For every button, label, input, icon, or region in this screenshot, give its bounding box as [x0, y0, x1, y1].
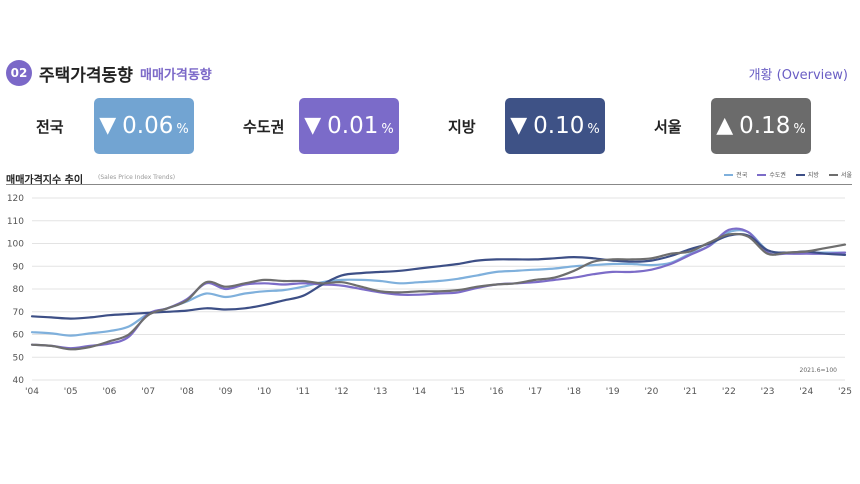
x-tick-label: '21: [683, 387, 697, 397]
stat-label-national: 전국: [36, 118, 64, 136]
legend-item-provinces: 지방: [795, 170, 819, 179]
y-axis-ticks: 40 50 60 70 80 90 100 110 120: [7, 194, 24, 386]
stat-unit: %: [381, 121, 394, 137]
stat-unit: %: [793, 121, 806, 137]
x-tick-label: '20: [644, 387, 658, 397]
overview-link[interactable]: 개황 (Overview): [748, 68, 848, 83]
series-line-서울: [30, 232, 847, 351]
series-line-전국: [30, 229, 847, 337]
x-tick-label: '24: [799, 387, 813, 397]
legend-item-seoul: 서울: [828, 170, 852, 179]
chart-title-divider: [6, 184, 852, 185]
x-tick-label: '06: [102, 387, 116, 397]
section-header: 02 주택가격동향 매매가격동향 개황 (Overview): [6, 58, 852, 88]
x-tick-label: '13: [373, 387, 387, 397]
price-index-line-chart: 40 50 60 70 80 90 100 110 120 '04 '05 '06 '07 '08 '09…: [7, 194, 852, 397]
y-tick-label: 60: [13, 331, 25, 341]
y-tick-label: 80: [13, 285, 25, 295]
series-line-수도권: [30, 227, 847, 350]
stat-box-provinces: ▼ 0.10 %: [505, 98, 605, 154]
x-tick-label: '04: [25, 387, 39, 397]
x-tick-label: '07: [141, 387, 155, 397]
legend-item-capital-area: 수도권: [757, 170, 786, 179]
y-tick-label: 90: [13, 262, 25, 272]
x-tick-label: '18: [567, 387, 581, 397]
stat-box-capital-area: ▼ 0.01 %: [299, 98, 399, 154]
y-tick-label: 40: [13, 376, 25, 386]
x-tick-label: '17: [528, 387, 542, 397]
legend-label: 전국: [736, 172, 748, 179]
stat-unit: %: [587, 121, 600, 137]
down-arrow-icon: ▼: [304, 113, 322, 138]
stat-label-provinces: 지방: [448, 118, 476, 136]
legend-swatch: [828, 173, 838, 176]
series-line-지방: [30, 233, 847, 320]
x-tick-label: '22: [722, 387, 736, 397]
y-tick-label: 120: [7, 194, 24, 204]
legend-swatch: [724, 173, 734, 176]
y-tick-label: 50: [13, 353, 25, 363]
y-tick-label: 70: [13, 308, 25, 318]
page-title: 주택가격동향: [39, 66, 133, 86]
base-period-note: 2021.6=100: [800, 367, 838, 374]
stat-box-seoul: ▲ 0.18 %: [711, 98, 811, 154]
series-lines: [30, 227, 847, 351]
x-tick-label: '19: [606, 387, 620, 397]
chart-legend: 전국 수도권 지방 서울: [724, 170, 852, 179]
x-tick-label: '08: [180, 387, 194, 397]
section-number-badge: 02: [6, 60, 32, 86]
x-tick-label: '23: [761, 387, 775, 397]
x-tick-label: '16: [490, 387, 504, 397]
stat-value: 0.10: [533, 113, 585, 139]
x-axis-ticks: '04 '05 '06 '07 '08 '09 '10 '11 '12 '13 '14 '15 '16 '…: [25, 387, 852, 397]
legend-item-national: 전국: [724, 170, 747, 179]
section-subtitle: 매매가격동향: [140, 68, 212, 83]
x-tick-label: '05: [64, 387, 78, 397]
grid-lines: [32, 197, 845, 381]
stat-unit: %: [176, 121, 189, 137]
legend-swatch: [757, 173, 767, 176]
stat-label-seoul: 서울: [654, 118, 682, 136]
up-arrow-icon: ▲: [716, 113, 734, 138]
down-arrow-icon: ▼: [510, 113, 528, 138]
x-tick-label: '09: [219, 387, 233, 397]
y-tick-label: 110: [7, 217, 24, 227]
stat-label-capital-area: 수도권: [243, 118, 285, 136]
chart-title: 매매가격지수 추이: [6, 175, 84, 186]
x-tick-label: '12: [335, 387, 349, 397]
stat-value: 0.18: [739, 113, 791, 139]
stat-value: 0.01: [327, 113, 379, 139]
legend-label: 수도권: [769, 172, 786, 179]
x-tick-label: '10: [257, 387, 271, 397]
x-tick-label: '25: [838, 387, 852, 397]
y-tick-label: 100: [7, 240, 24, 250]
legend-label: 지방: [807, 172, 819, 179]
stat-box-national: ▼ 0.06 %: [94, 98, 194, 154]
legend-label: 서울: [840, 172, 852, 179]
x-tick-label: '11: [296, 387, 310, 397]
x-tick-label: '14: [412, 387, 426, 397]
down-arrow-icon: ▼: [99, 113, 117, 138]
chart-subtitle: (Sales Price Index Trends): [98, 174, 176, 181]
stat-value: 0.06: [122, 113, 174, 139]
x-tick-label: '15: [451, 387, 465, 397]
legend-swatch: [795, 173, 805, 176]
